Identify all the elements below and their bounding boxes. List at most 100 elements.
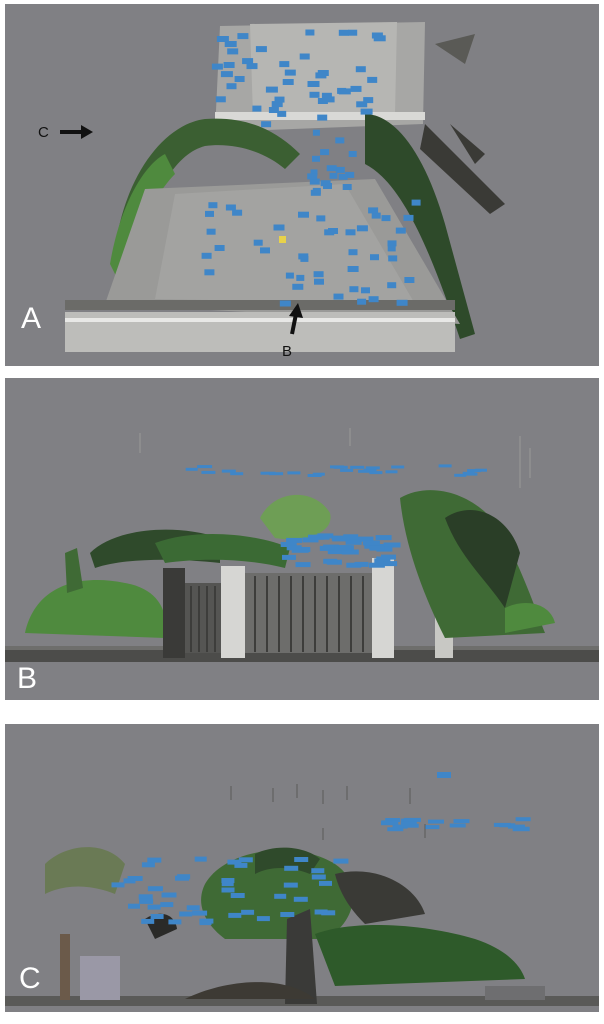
camera-marker	[365, 466, 380, 470]
camera-marker	[279, 300, 291, 307]
camera-marker	[383, 561, 398, 567]
camera-marker	[395, 227, 406, 234]
camera-marker	[342, 184, 352, 190]
camera-marker	[192, 910, 208, 916]
camera-marker	[111, 882, 125, 888]
camera-marker	[252, 105, 262, 112]
camera-marker	[271, 101, 283, 108]
camera-markers-front	[185, 464, 487, 568]
camera-marker	[345, 171, 355, 178]
camera-marker	[462, 471, 475, 475]
camera-marker	[515, 817, 531, 822]
camera-marker	[208, 202, 218, 209]
camera-marker	[292, 283, 304, 290]
trunk	[285, 909, 317, 1004]
camera-marker	[185, 467, 198, 471]
camera-marker	[221, 881, 234, 887]
camera-marker	[314, 909, 328, 915]
panel-a-letter: A	[21, 302, 42, 335]
camera-marker	[333, 293, 344, 300]
camera-marker	[338, 29, 349, 36]
camera-marker	[385, 470, 398, 474]
camera-marker	[345, 229, 356, 236]
camera-marker	[388, 255, 398, 262]
camera-marker	[314, 534, 330, 540]
camera-marker	[293, 896, 308, 902]
camera-marker	[232, 209, 243, 216]
camera-marker	[273, 224, 285, 231]
panel-c-letter: C	[19, 962, 41, 995]
camera-marker	[312, 129, 320, 136]
gate-pillar-1	[163, 568, 185, 658]
camera-marker	[307, 173, 318, 180]
camera-marker	[381, 820, 399, 825]
camera-marker	[361, 287, 370, 294]
arrow-c-icon	[60, 125, 93, 139]
camera-marker	[280, 542, 297, 547]
camera-marker	[403, 817, 421, 822]
camera-marker	[345, 539, 362, 545]
camera-marker	[328, 228, 338, 234]
camera-marker	[284, 865, 299, 871]
camera-marker	[387, 245, 396, 252]
panel-b-front-view: B	[5, 378, 599, 700]
camera-marker	[326, 165, 337, 172]
camera-marker	[309, 91, 320, 98]
camera-marker	[369, 471, 383, 475]
camera-marker	[274, 96, 285, 103]
camera-marker	[141, 918, 155, 924]
camera-marker	[277, 110, 287, 117]
camera-marker	[396, 299, 408, 306]
camera-marker	[284, 69, 296, 76]
camera-marker	[367, 76, 378, 83]
camera-marker	[227, 48, 239, 55]
camera-marker	[454, 473, 467, 477]
camera-marker	[400, 821, 417, 826]
camera-marker	[161, 892, 177, 898]
arrow-b-icon	[289, 303, 303, 335]
camera-marker	[175, 875, 189, 881]
camera-marker	[371, 32, 383, 39]
camera-marker	[256, 916, 270, 922]
camera-marker	[309, 178, 320, 185]
camera-marker	[286, 545, 302, 551]
gate-main	[245, 573, 372, 653]
camera-marker	[253, 239, 263, 246]
camera-marker	[260, 471, 276, 475]
camera-marker	[358, 536, 374, 542]
camera-marker	[404, 277, 415, 283]
camera-marker	[332, 536, 347, 542]
camera-marker	[179, 911, 193, 917]
camera-marker	[360, 108, 373, 115]
camera-marker	[383, 542, 401, 548]
panel-c-side-view: C	[5, 724, 599, 1012]
camera-marker	[225, 204, 236, 211]
camera-marker	[323, 544, 339, 550]
camera-marker	[385, 818, 401, 822]
camera-marker	[147, 857, 162, 863]
camera-marker	[282, 79, 294, 85]
camera-marker	[348, 249, 358, 256]
camera-marker	[356, 101, 368, 108]
camera-marker	[305, 29, 315, 36]
camera-marker	[381, 215, 391, 222]
camera-marker	[123, 878, 136, 884]
camera-marker	[242, 58, 254, 65]
camera-marker	[347, 536, 362, 542]
camera-marker	[246, 63, 258, 70]
camera-marker	[356, 225, 368, 232]
tree-left-sparse	[45, 847, 125, 894]
camera-marker	[348, 151, 357, 157]
box-right	[485, 986, 545, 1000]
camera-marker	[302, 537, 319, 543]
camera-marker	[279, 61, 290, 68]
camera-marker	[335, 166, 345, 173]
camera-marker	[294, 857, 309, 862]
camera-marker	[346, 562, 362, 568]
camera-marker	[312, 472, 325, 476]
camera-marker	[323, 558, 338, 564]
camera-marker	[230, 472, 244, 476]
camera-marker	[238, 857, 253, 863]
camera-marker	[334, 545, 352, 551]
camera-marker	[268, 107, 279, 113]
